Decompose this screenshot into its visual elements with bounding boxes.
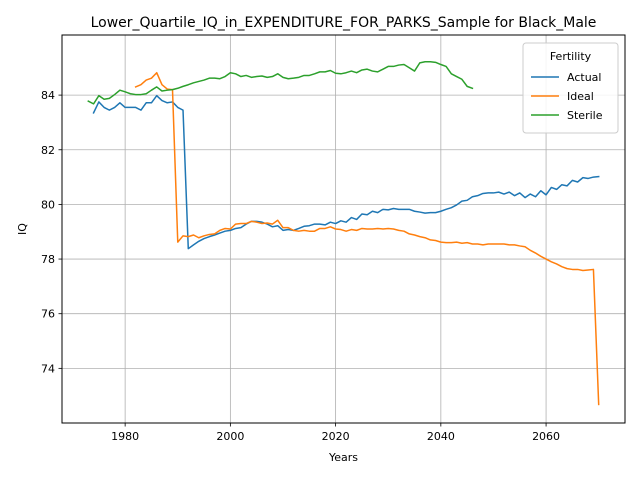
axes-ticks: 1980 2000 2020 2040 2060 74 76 78 80 82 84 bbox=[41, 89, 560, 443]
y-tick-label: 82 bbox=[41, 144, 55, 157]
series-line-sterile bbox=[87, 61, 474, 105]
series-line-ideal bbox=[134, 71, 600, 406]
y-tick-label: 80 bbox=[41, 198, 55, 211]
y-axis-label: IQ bbox=[16, 223, 29, 235]
plot-area bbox=[87, 61, 600, 406]
x-tick-label: 1980 bbox=[111, 430, 139, 443]
legend-label-ideal: Ideal bbox=[567, 90, 594, 103]
series-line-actual bbox=[92, 94, 600, 250]
legend-entries: Actual Ideal Sterile bbox=[531, 71, 603, 122]
x-tick-label: 2020 bbox=[322, 430, 350, 443]
legend-label-sterile: Sterile bbox=[567, 109, 603, 122]
plot-frame bbox=[61, 34, 626, 424]
y-tick-label: 84 bbox=[41, 89, 55, 102]
x-axis-label: Years bbox=[328, 451, 358, 464]
x-tick-label: 2060 bbox=[532, 430, 560, 443]
chart-title: Lower_Quartile_IQ_in_EXPENDITURE_FOR_PAR… bbox=[91, 15, 597, 31]
y-tick-label: 76 bbox=[41, 308, 55, 321]
x-tick-label: 2000 bbox=[216, 430, 244, 443]
x-tick-label: 2040 bbox=[427, 430, 455, 443]
legend: Fertility Actual Ideal Sterile bbox=[522, 42, 619, 134]
y-tick-label: 74 bbox=[41, 362, 55, 375]
legend-title: Fertility bbox=[550, 50, 592, 63]
legend-box bbox=[522, 42, 619, 134]
y-tick-label: 78 bbox=[41, 253, 55, 266]
legend-label-actual: Actual bbox=[567, 71, 601, 84]
